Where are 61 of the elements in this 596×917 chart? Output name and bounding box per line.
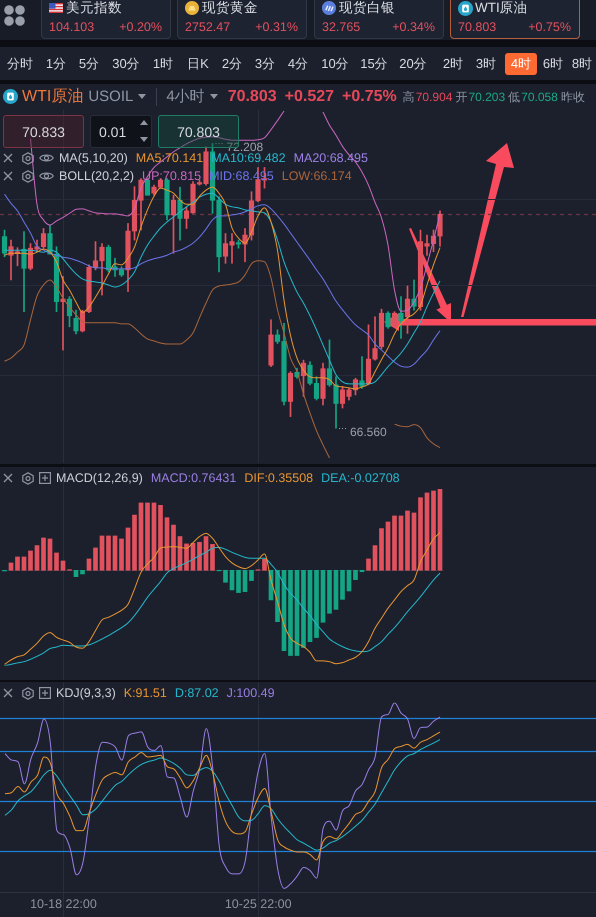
text: 4时 bbox=[510, 56, 532, 72]
annotation: MA(5,10,20) bbox=[59, 150, 128, 166]
text: 1分 bbox=[46, 56, 66, 72]
text: 70.803 bbox=[228, 88, 277, 106]
text: 10分 bbox=[321, 56, 349, 72]
text: 70.058 bbox=[521, 88, 558, 106]
text: USOIL bbox=[88, 88, 134, 106]
text: 日K bbox=[187, 56, 209, 72]
text: 2752.47 bbox=[185, 20, 230, 35]
text: 15分 bbox=[360, 56, 388, 72]
annotation: 0.01 bbox=[99, 124, 126, 140]
text: 现货白银 bbox=[339, 0, 395, 16]
text: 昨收 bbox=[560, 88, 585, 106]
text: 20分 bbox=[399, 56, 427, 72]
text: 开 bbox=[455, 88, 468, 106]
text: +0.75% bbox=[528, 20, 571, 35]
text: +0.31% bbox=[255, 20, 298, 35]
text: 6时 bbox=[542, 56, 564, 72]
text: 分时 bbox=[7, 56, 33, 72]
text: +0.34% bbox=[392, 20, 435, 35]
text: WTI原油 bbox=[22, 88, 84, 106]
annotation: 70.833 bbox=[22, 124, 65, 140]
text: 现货黄金 bbox=[202, 0, 258, 16]
text: 3时 bbox=[476, 56, 496, 72]
text: 高 bbox=[402, 88, 415, 106]
text: 70.203 bbox=[468, 88, 506, 106]
x-tick-label: 10-18 22:00 bbox=[30, 896, 97, 911]
annotation: BOLL(20,2,2) bbox=[59, 168, 134, 184]
x-tick-label: 10-25 22:00 bbox=[224, 896, 292, 911]
annotation: 70.803 bbox=[177, 124, 220, 140]
text: 5分 bbox=[78, 56, 100, 72]
text: 4小时 bbox=[156, 88, 205, 106]
text: 32.765 bbox=[322, 20, 360, 35]
text: +0.527 bbox=[284, 88, 334, 106]
text: J:100.49 bbox=[226, 685, 275, 701]
series-label: MACD:0.76431 bbox=[150, 470, 236, 486]
text: 1时 bbox=[152, 56, 174, 72]
text: 70.904 bbox=[416, 88, 452, 106]
legend-title: MACD(12,26,9) bbox=[56, 470, 143, 486]
text: 3分 bbox=[254, 56, 276, 72]
text: LOW:66.174 bbox=[282, 168, 352, 184]
text: DEA:-0.02708 bbox=[321, 470, 400, 486]
text: +0.20% bbox=[119, 20, 162, 35]
text: K:91.51 bbox=[124, 685, 167, 701]
text: DIF:0.35508 bbox=[244, 470, 314, 486]
text: D:87.02 bbox=[174, 685, 219, 701]
text: +0.75% bbox=[342, 88, 397, 106]
annotation: 66.560 bbox=[350, 424, 388, 439]
text: 美元指数 bbox=[66, 0, 122, 16]
text: 2时 bbox=[442, 56, 464, 72]
text: 8时 bbox=[572, 56, 592, 72]
annotation: 72.208 bbox=[226, 140, 264, 154]
candlestick bbox=[398, 296, 404, 339]
text: 低 bbox=[508, 88, 520, 106]
text: 104.103 bbox=[49, 20, 94, 35]
text: 4分 bbox=[288, 56, 308, 72]
legend-title: KDJ(9,3,3) bbox=[56, 685, 116, 701]
text: WTI原油 bbox=[475, 0, 528, 16]
text: 30分 bbox=[112, 56, 140, 72]
text: 70.803 bbox=[458, 20, 496, 35]
text: 2分 bbox=[222, 56, 242, 72]
